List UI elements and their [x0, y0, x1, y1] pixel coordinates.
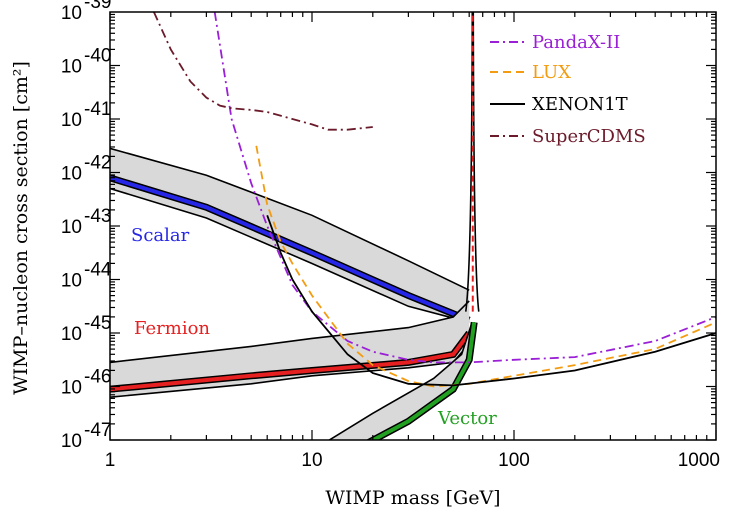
y-tick-label: 10 [61, 378, 82, 399]
y-tick-label: 10 [61, 57, 82, 78]
vector-band [329, 322, 475, 440]
fermion-center-line [110, 331, 471, 392]
fermion-band [110, 300, 470, 398]
legend: PandaX-II LUX XENON1T SuperCDMS [490, 32, 646, 147]
axis-ticks [109, 12, 717, 441]
legend-lux-label: LUX [532, 62, 571, 83]
scalar-label: Scalar [131, 225, 190, 246]
y-tick-exponent: -41 [84, 99, 111, 120]
vector-band-upper-edge [327, 322, 473, 440]
vector-label: Vector [437, 408, 497, 429]
fermion-label: Fermion [134, 318, 210, 339]
y-tick-label: 10 [61, 324, 82, 345]
y-tick-label: 10 [61, 3, 82, 24]
scalar-center-line [110, 175, 470, 323]
x-tick-label: 1 [105, 450, 116, 471]
legend-xenon1t-label: XENON1T [532, 94, 628, 115]
y-tick-exponent: -42 [84, 153, 111, 174]
resonance-left-edge [464, 12, 474, 312]
y-tick-label: 10 [61, 271, 82, 292]
scalar-band [110, 148, 470, 323]
y-tick-exponent: -44 [84, 260, 112, 281]
fermion-band-upper-edge [110, 300, 470, 364]
xenon1t-limit-curve [266, 214, 716, 387]
plot-area [110, 12, 716, 440]
scalar-band-upper-edge [110, 147, 470, 291]
legend-pandax-label: PandaX-II [532, 32, 620, 53]
y-tick-label: 10 [61, 431, 82, 452]
y-tick-label: 10 [61, 217, 82, 238]
pandax-limit-curve [213, 12, 716, 364]
y-tick-label: 10 [61, 110, 82, 131]
scalar-band-lower-edge [110, 187, 470, 324]
resonance-right-edge [472, 12, 480, 312]
y-tick-exponent: -45 [84, 313, 111, 334]
y-tick-exponent: -39 [84, 0, 111, 13]
x-tick-label: 1000 [678, 450, 720, 471]
x-axis-title: WIMP mass [GeV] [325, 487, 500, 509]
y-tick-exponent: -46 [84, 367, 111, 388]
y-axis-title: WIMP–nucleon cross section [cm²] [10, 61, 32, 395]
y-tick-exponent: -47 [84, 420, 111, 441]
x-tick-label: 10 [301, 450, 322, 471]
legend-supercdms-label: SuperCDMS [532, 126, 646, 147]
region-labels: Scalar Fermion Vector [131, 225, 497, 429]
supercdms-limit-curve [153, 12, 373, 131]
tick-labels: 1 10 100 100010-3910-4010-4110-4210-4310-44… [61, 0, 720, 471]
x-tick-label: 100 [498, 450, 530, 471]
lux-limit-curve [255, 145, 716, 388]
y-tick-exponent: -40 [84, 46, 111, 67]
vector-center-line [369, 322, 477, 440]
y-tick-exponent: -43 [84, 206, 111, 227]
y-tick-label: 10 [61, 164, 82, 185]
